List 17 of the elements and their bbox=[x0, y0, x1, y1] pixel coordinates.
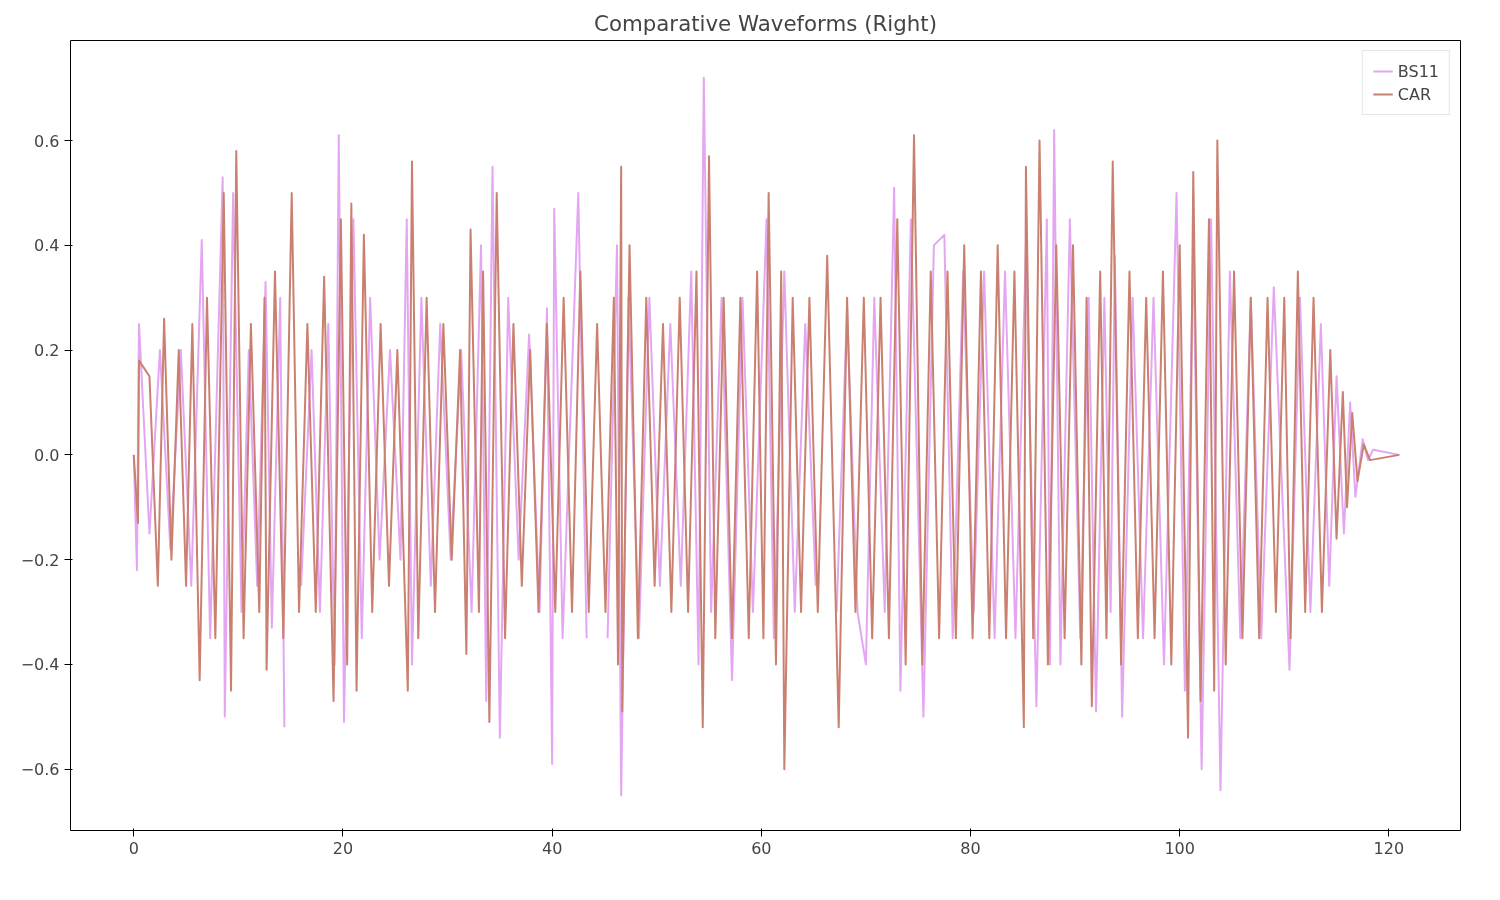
x-tick-label: 80 bbox=[960, 838, 981, 858]
y-tick-label: −0.4 bbox=[20, 655, 60, 675]
y-tick-label: −0.6 bbox=[20, 760, 60, 780]
x-tick-label: 120 bbox=[1373, 838, 1405, 858]
x-tick-label: 0 bbox=[128, 838, 139, 858]
legend-label: CAR bbox=[1397, 84, 1432, 104]
x-tick-label: 60 bbox=[751, 838, 772, 858]
x-tick-label: 100 bbox=[1164, 838, 1195, 858]
chart-title: Comparative Waveforms (Right) bbox=[594, 10, 937, 36]
y-tick-label: 0.4 bbox=[34, 236, 60, 256]
y-tick-label: 0.0 bbox=[34, 445, 60, 465]
y-tick-label: 0.6 bbox=[34, 131, 60, 151]
y-tick-label: 0.2 bbox=[34, 341, 60, 361]
x-tick-label: 20 bbox=[332, 838, 354, 858]
legend-label: BS11 bbox=[1397, 61, 1439, 81]
x-tick-label: 40 bbox=[541, 838, 563, 858]
y-tick-label: −0.2 bbox=[20, 550, 60, 570]
